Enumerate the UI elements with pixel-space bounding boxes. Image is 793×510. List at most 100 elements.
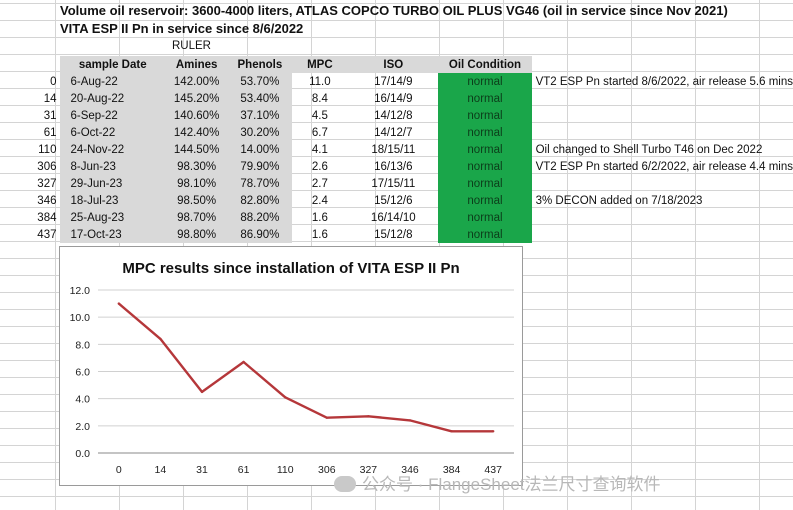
date-cell[interactable]: 17-Oct-23 — [60, 226, 165, 243]
iso-cell[interactable]: 14/12/8 — [374, 109, 413, 122]
iso-cell[interactable]: 16/13/6 — [374, 160, 413, 173]
date-cell[interactable]: 6-Sep-22 — [60, 107, 165, 124]
oil-condition-cell[interactable]: normal — [438, 226, 532, 243]
iso-cell[interactable]: 15/12/6 — [374, 194, 413, 207]
mpc-cell[interactable]: 1.6 — [311, 211, 328, 224]
phenols-cell[interactable]: 30.20% — [228, 124, 292, 141]
amines-cell[interactable]: 145.20% — [164, 90, 229, 107]
note-cell[interactable]: Oil changed to Shell Turbo T46 on Dec 20… — [535, 143, 763, 156]
table-row: 61 6-Oct-22 142.40% 30.20% 6.7 14/12/7 normal — [0, 124, 793, 141]
date-cell[interactable]: 29-Jun-23 — [60, 175, 165, 192]
iso-cell[interactable]: 16/14/9 — [374, 92, 413, 105]
days-cell[interactable]: 0 — [50, 75, 57, 88]
phenols-cell[interactable]: 78.70% — [228, 175, 292, 192]
mpc-cell[interactable]: 2.7 — [311, 177, 328, 190]
days-cell[interactable]: 14 — [43, 92, 57, 105]
col-header-sample-date[interactable]: sample Date — [60, 56, 165, 73]
mpc-cell[interactable]: 4.5 — [311, 109, 328, 122]
ruler-label: RULER — [172, 40, 211, 52]
phenols-cell[interactable]: 88.20% — [228, 209, 292, 226]
amines-cell[interactable]: 140.60% — [164, 107, 229, 124]
date-cell[interactable]: 18-Jul-23 — [60, 192, 165, 209]
note-cell[interactable] — [532, 124, 793, 141]
oil-condition-cell[interactable]: normal — [438, 192, 532, 209]
col-header-phenols[interactable]: Phenols — [228, 56, 292, 73]
note-cell[interactable]: VT2 ESP Pn started 6/2/2022, air release… — [535, 160, 793, 173]
phenols-cell[interactable]: 14.00% — [228, 141, 292, 158]
oil-condition-cell[interactable]: normal — [438, 107, 532, 124]
mpc-cell[interactable]: 4.1 — [311, 143, 328, 156]
oil-condition-cell[interactable]: normal — [438, 141, 532, 158]
iso-cell[interactable]: 18/15/11 — [371, 143, 416, 156]
notes-header — [532, 56, 793, 73]
mpc-cell[interactable]: 6.7 — [311, 126, 328, 139]
date-cell[interactable]: 25-Aug-23 — [60, 209, 165, 226]
days-header — [0, 56, 60, 73]
days-cell[interactable]: 31 — [43, 109, 57, 122]
note-cell[interactable]: 3% DECON added on 7/18/2023 — [535, 194, 703, 207]
iso-cell[interactable]: 17/14/9 — [374, 75, 413, 88]
days-cell[interactable]: 306 — [37, 160, 57, 173]
y-tick-label: 6.0 — [75, 367, 90, 379]
phenols-cell[interactable]: 79.90% — [228, 158, 292, 175]
oil-condition-cell[interactable]: normal — [438, 175, 532, 192]
phenols-cell[interactable]: 53.40% — [228, 90, 292, 107]
date-cell[interactable]: 8-Jun-23 — [60, 158, 165, 175]
days-cell[interactable]: 110 — [38, 143, 57, 156]
note-cell[interactable] — [532, 226, 793, 243]
iso-cell[interactable]: 14/12/7 — [374, 126, 413, 139]
phenols-cell[interactable]: 82.80% — [228, 192, 292, 209]
oil-condition-cell[interactable]: normal — [438, 73, 532, 90]
days-cell[interactable]: 437 — [37, 228, 57, 241]
days-cell[interactable]: 346 — [37, 194, 57, 207]
amines-cell[interactable]: 142.00% — [164, 73, 229, 90]
oil-condition-cell[interactable]: normal — [438, 158, 532, 175]
days-cell[interactable]: 327 — [37, 177, 57, 190]
days-cell[interactable]: 61 — [43, 126, 57, 139]
col-header-iso[interactable]: ISO — [348, 56, 439, 73]
mpc-cell[interactable]: 1.6 — [311, 228, 328, 241]
date-cell[interactable]: 6-Oct-22 — [60, 124, 165, 141]
mpc-cell[interactable]: 2.6 — [311, 160, 328, 173]
amines-cell[interactable]: 98.50% — [164, 192, 229, 209]
oil-analysis-table: sample Date Amines Phenols MPC ISO Oil C… — [0, 56, 793, 243]
iso-cell[interactable]: 16/14/10 — [370, 211, 416, 224]
oil-condition-cell[interactable]: normal — [438, 209, 532, 226]
data-point — [159, 337, 162, 341]
iso-cell[interactable]: 17/15/11 — [371, 177, 416, 190]
note-cell[interactable] — [532, 90, 793, 107]
iso-cell[interactable]: 15/12/8 — [374, 228, 413, 241]
mpc-cell[interactable]: 2.4 — [311, 194, 328, 207]
col-header-mpc[interactable]: MPC — [291, 56, 349, 73]
days-cell[interactable]: 384 — [37, 211, 57, 224]
amines-cell[interactable]: 144.50% — [164, 141, 229, 158]
chart-title: MPC results since installation of VITA E… — [122, 260, 459, 277]
phenols-cell[interactable]: 53.70% — [228, 73, 292, 90]
note-cell[interactable] — [532, 209, 793, 226]
oil-condition-cell[interactable]: normal — [438, 124, 532, 141]
note-cell[interactable] — [532, 175, 793, 192]
date-cell[interactable]: 20-Aug-22 — [60, 90, 165, 107]
note-cell[interactable]: VT2 ESP Pn started 8/6/2022, air release… — [535, 75, 793, 88]
mpc-cell[interactable]: 8.4 — [311, 92, 328, 105]
x-tick-label: 14 — [155, 464, 167, 476]
amines-cell[interactable]: 142.40% — [164, 124, 229, 141]
phenols-cell[interactable]: 37.10% — [228, 107, 292, 124]
amines-cell[interactable]: 98.70% — [164, 209, 229, 226]
amines-cell[interactable]: 98.10% — [164, 175, 229, 192]
phenols-cell[interactable]: 86.90% — [228, 226, 292, 243]
note-cell[interactable] — [532, 107, 793, 124]
col-header-amines[interactable]: Amines — [164, 56, 229, 73]
wechat-icon — [334, 476, 356, 492]
date-cell[interactable]: 6-Aug-22 — [60, 73, 165, 90]
mpc-cell[interactable]: 11.0 — [309, 75, 331, 88]
table-header-row: sample Date Amines Phenols MPC ISO Oil C… — [0, 56, 793, 73]
table-row: 0 6-Aug-22 142.00% 53.70% 11.0 17/14/9 normal V… — [0, 73, 793, 90]
mpc-chart: MPC results since installation of VITA E… — [59, 246, 523, 486]
date-cell[interactable]: 24-Nov-22 — [60, 141, 165, 158]
oil-condition-cell[interactable]: normal — [438, 90, 532, 107]
col-header-oil-condition[interactable]: Oil Condition — [438, 56, 532, 73]
amines-cell[interactable]: 98.30% — [164, 158, 229, 175]
table-row: 384 25-Aug-23 98.70% 88.20% 1.6 16/14/10 norma… — [0, 209, 793, 226]
amines-cell[interactable]: 98.80% — [164, 226, 229, 243]
